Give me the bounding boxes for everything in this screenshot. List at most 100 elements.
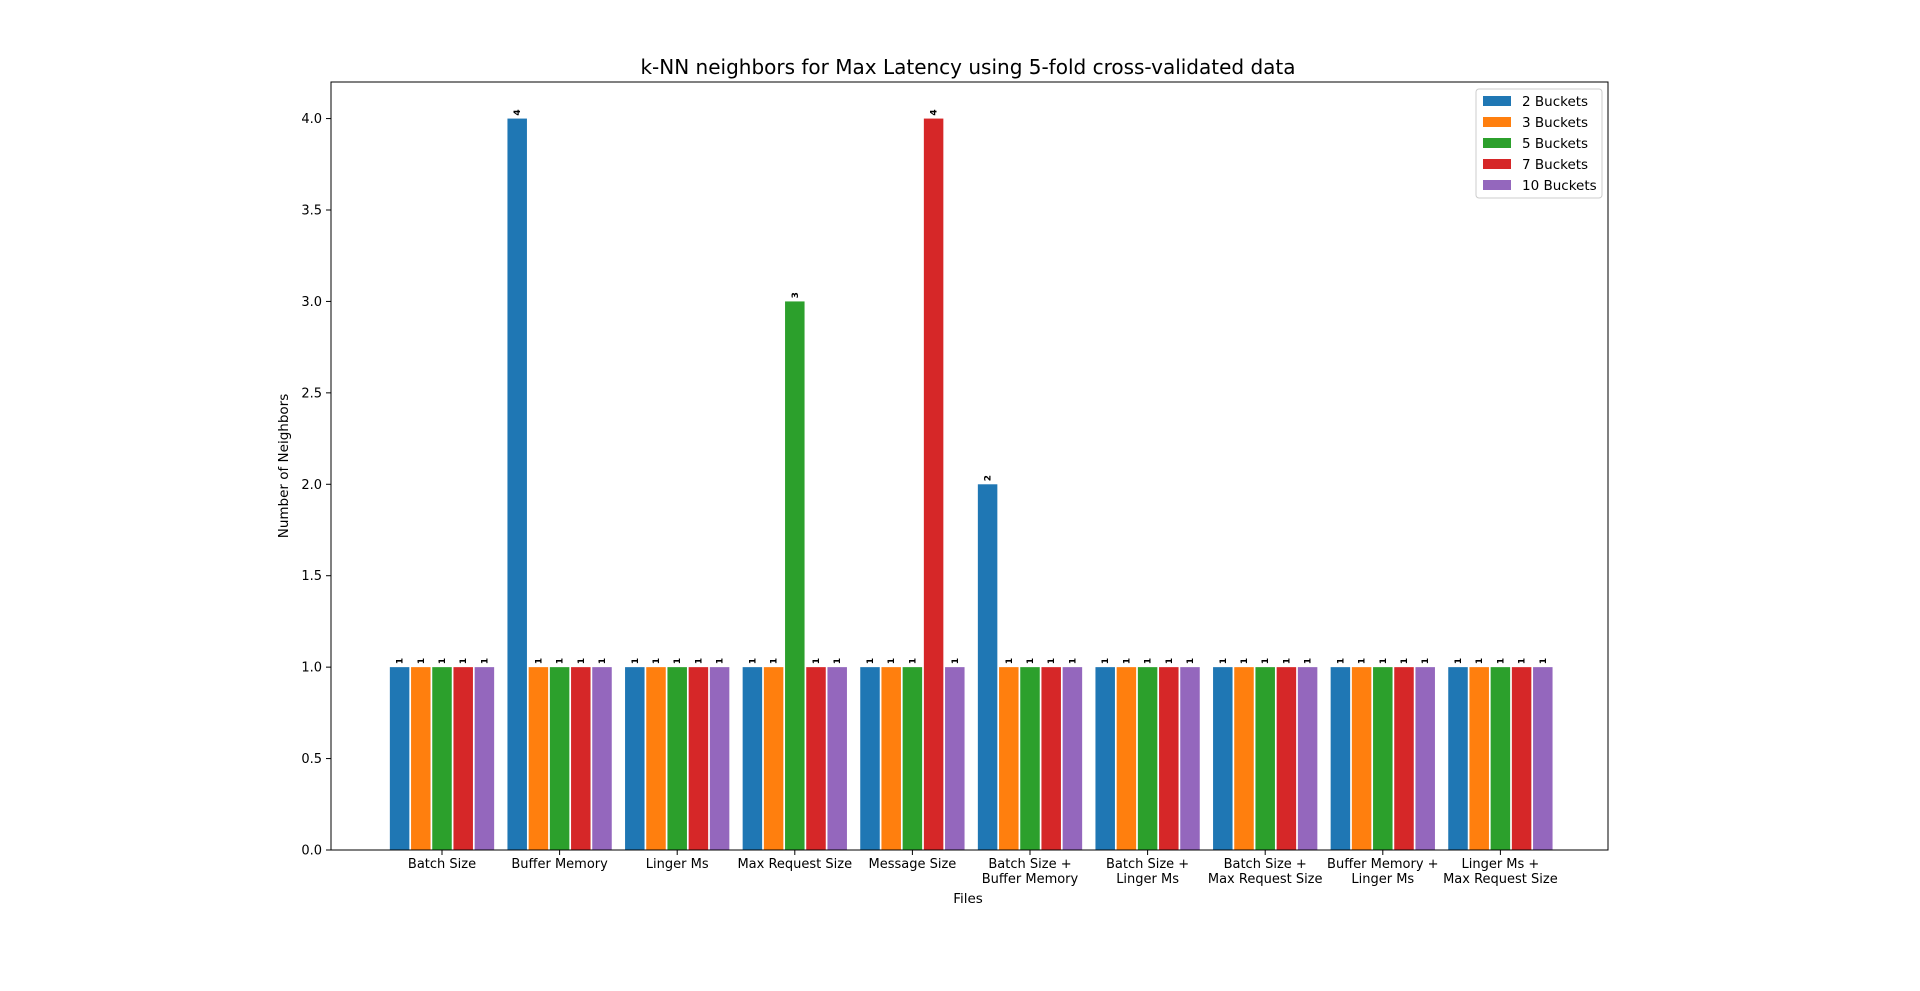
x-tick-label: Linger Ms	[1116, 872, 1179, 887]
x-tick-label: Buffer Memory	[982, 872, 1079, 887]
bar-value-label: 1	[1026, 658, 1036, 664]
bar	[528, 667, 549, 850]
bar-value-label: 1	[1282, 658, 1292, 664]
bar	[709, 667, 730, 850]
bar-value-label: 1	[534, 658, 544, 664]
bar	[1394, 667, 1414, 850]
bar-value-label: 1	[866, 658, 876, 664]
bar	[1116, 667, 1137, 850]
x-tick-label: Max Request Size	[1443, 872, 1558, 887]
bar	[1490, 667, 1511, 850]
bar-value-label: 1	[1005, 658, 1015, 664]
bar-value-label: 1	[1047, 658, 1057, 664]
bar	[1213, 667, 1233, 850]
bar-value-label: 1	[1240, 658, 1250, 664]
legend: 2 Buckets 3 Buckets 5 Buckets 7 Buckets 10 B…	[1475, 88, 1603, 199]
bar-value-label: 1	[459, 658, 469, 664]
bar	[945, 667, 965, 850]
legend-swatch	[1483, 159, 1511, 169]
bar-value-label: 1	[1518, 658, 1528, 664]
bar-value-label: 1	[951, 658, 961, 664]
bar	[646, 667, 666, 850]
plot-frame	[330, 81, 1609, 851]
bar-value-label: 1	[1101, 658, 1111, 664]
x-axis-title: Files	[953, 891, 983, 907]
y-axis: 0.0 0.5 1.0 1.5 2.0 2.5 3.0 3.5 4.0	[301, 112, 331, 859]
bar-value-label: 1	[1144, 658, 1154, 664]
bar	[785, 301, 805, 850]
bar-labels-layer: 1 1 1 1 1 4 1 1 1 1 1 1 1 1 1 1 1 3 1 1 1 1 1 4 1 2 1 1 1 1 1 1 1 1 1 1 1 1 1 1…	[396, 109, 1549, 664]
y-tick-label: 0.5	[301, 752, 322, 767]
x-tick-label: Batch Size	[408, 857, 476, 872]
bar-value-label: 1	[748, 658, 758, 664]
bar	[432, 667, 452, 850]
bar	[411, 667, 431, 850]
bar	[1020, 667, 1040, 850]
bar-value-label: 1	[1454, 658, 1464, 664]
x-axis: Batch Size Buffer Memory Linger Ms Max Requ…	[408, 850, 1558, 887]
legend-swatch	[1483, 138, 1511, 148]
legend-label: 2 Buckets	[1522, 94, 1588, 110]
bar-value-label: 1	[1219, 658, 1229, 664]
bar-value-label: 1	[598, 658, 608, 664]
x-tick-label: Batch Size +	[988, 857, 1071, 872]
bar-value-label: 1	[1496, 658, 1506, 664]
bar	[625, 667, 645, 850]
bar-value-label: 1	[1304, 658, 1314, 664]
bar-value-label: 1	[887, 658, 897, 664]
bar	[507, 118, 527, 850]
bar	[1330, 667, 1351, 850]
bar-value-label: 1	[908, 658, 918, 664]
x-tick-label: Max Request Size	[1208, 872, 1323, 887]
bar-value-label: 4	[930, 109, 940, 115]
bar-value-label: 2	[984, 475, 994, 481]
bar	[1255, 667, 1275, 850]
x-tick-label: Buffer Memory +	[1327, 857, 1438, 872]
bar	[806, 667, 826, 850]
x-tick-label: Max Request Size	[737, 857, 852, 872]
legend-swatch	[1483, 96, 1511, 106]
x-tick-label: Linger Ms +	[1461, 857, 1539, 872]
legend-label: 5 Buckets	[1522, 136, 1588, 152]
bar	[1276, 667, 1297, 850]
bar-value-label: 3	[791, 292, 801, 298]
legend-label: 10 Buckets	[1522, 178, 1597, 194]
bar	[1373, 667, 1393, 850]
legend-label: 7 Buckets	[1522, 157, 1588, 173]
bar	[1297, 667, 1318, 850]
bar	[1180, 667, 1200, 850]
x-tick-label: Message Size	[869, 857, 957, 872]
bar-value-label: 1	[1165, 658, 1175, 664]
bar-value-label: 1	[673, 658, 683, 664]
bar-value-label: 1	[438, 658, 448, 664]
bar	[1159, 667, 1179, 850]
y-tick-label: 1.5	[301, 569, 322, 584]
bar-value-label: 4	[513, 109, 523, 115]
bar-value-label: 1	[1068, 658, 1078, 664]
bar	[763, 667, 784, 850]
bar	[999, 667, 1019, 850]
x-tick-label: Linger Ms	[646, 857, 709, 872]
bar	[1511, 667, 1532, 850]
bar	[1137, 667, 1158, 850]
y-axis-title: Number of Neighbors	[276, 394, 292, 539]
bar	[1041, 667, 1061, 850]
bar	[902, 667, 923, 850]
bar-value-label: 1	[1421, 658, 1431, 664]
bar-value-label: 1	[1122, 658, 1132, 664]
y-tick-label: 2.5	[301, 386, 322, 401]
x-tick-label: Batch Size +	[1106, 857, 1189, 872]
legend-swatch	[1483, 180, 1511, 190]
bar	[667, 667, 687, 850]
bar	[549, 667, 570, 850]
bar-value-label: 1	[480, 658, 490, 664]
bar	[571, 667, 591, 850]
bar-value-label: 1	[1379, 658, 1389, 664]
bar	[453, 667, 473, 850]
bar	[1533, 667, 1553, 850]
y-tick-label: 0.0	[301, 844, 322, 859]
bar-value-label: 1	[1336, 658, 1346, 664]
bar	[474, 667, 495, 850]
bar-value-label: 1	[1261, 658, 1271, 664]
